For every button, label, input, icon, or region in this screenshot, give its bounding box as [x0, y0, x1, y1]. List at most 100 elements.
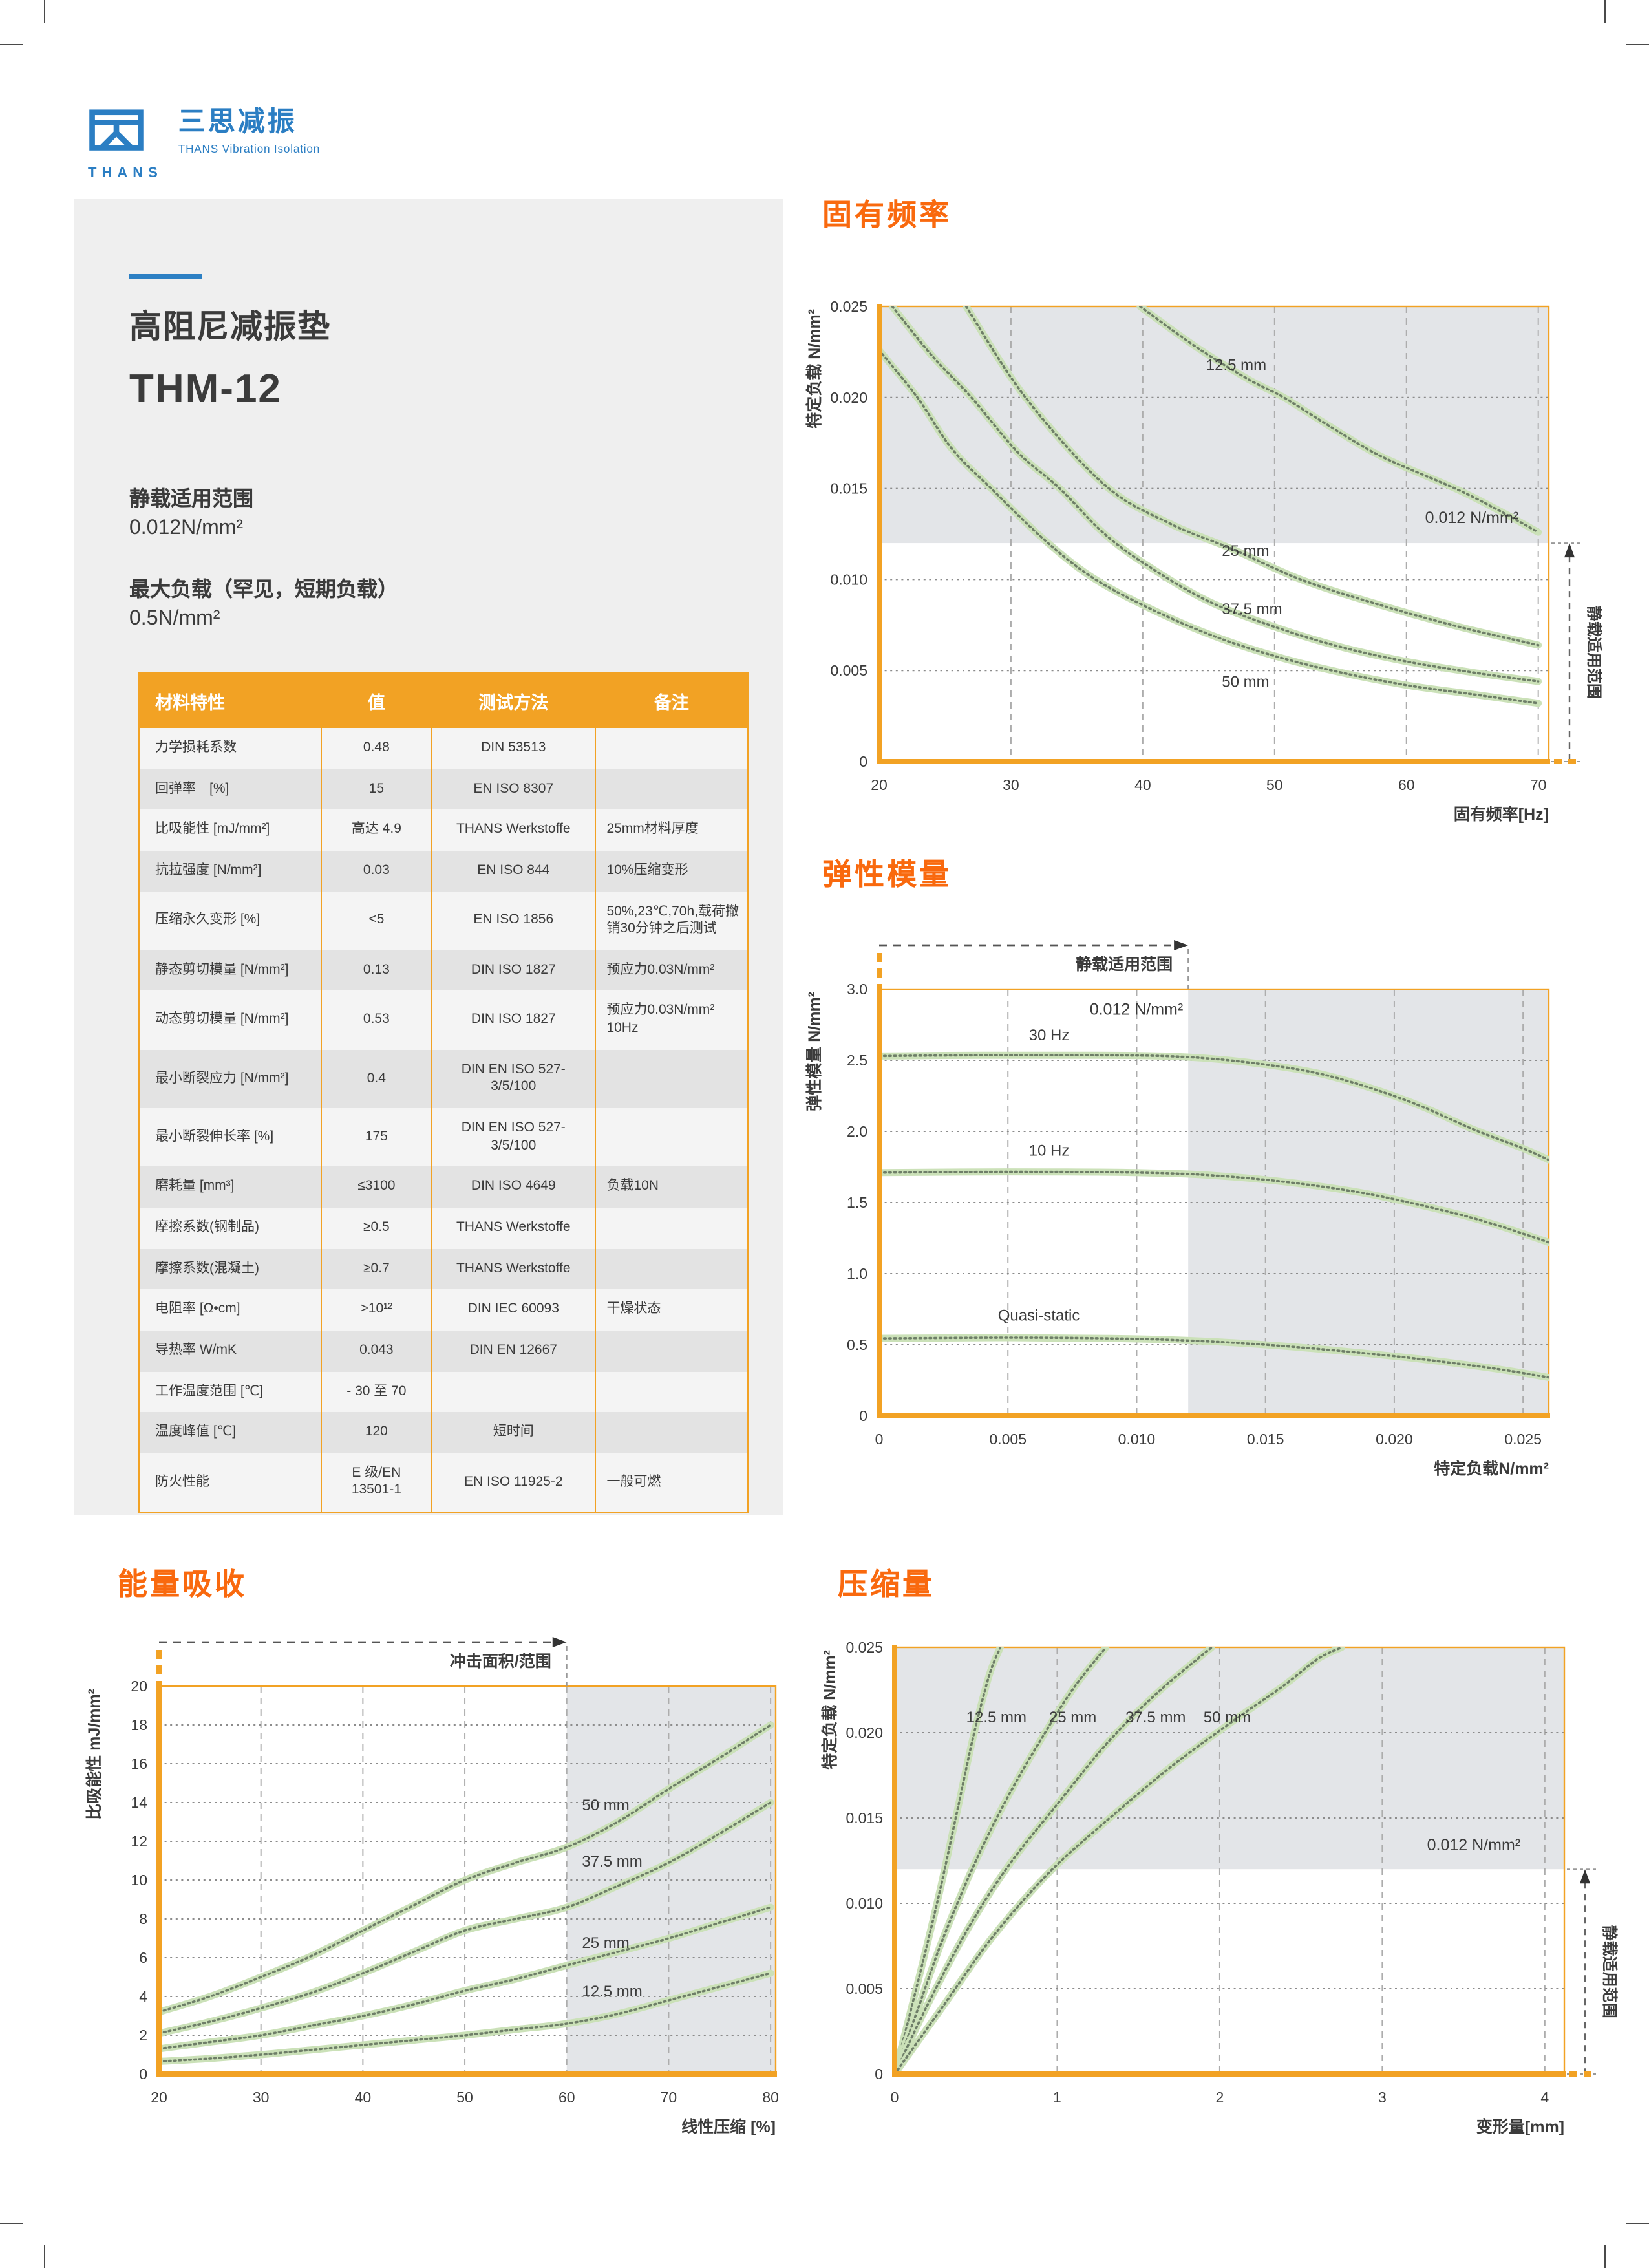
x-tick-label: 30	[1003, 776, 1019, 793]
cell-note	[595, 1049, 748, 1109]
cell-method: THANS Werkstoffe	[431, 809, 596, 851]
x-tick-label: 80	[762, 2089, 779, 2106]
cell-value: ≥0.7	[321, 1248, 432, 1290]
cell-value: 175	[321, 1108, 432, 1167]
cell-method	[431, 1371, 596, 1413]
x-tick-label: 3	[1378, 2089, 1387, 2106]
y-tick-label: 0.020	[830, 389, 867, 406]
series-label: 10 Hz	[1029, 1142, 1070, 1159]
table-row: 静态剪切模量 [N/mm²] 0.13 DIN ISO 1827 预应力0.03N/m…	[139, 950, 748, 991]
x-tick-label: 0.020	[1376, 1431, 1413, 1448]
threshold-annotation: 0.012 N/mm²	[1090, 1001, 1183, 1019]
static-load-label: 静载适用范围	[129, 489, 254, 511]
series-label: 50 mm	[1204, 1709, 1251, 1726]
x-tick-label: 20	[151, 2089, 167, 2106]
logo-brand-text: THANS	[88, 166, 163, 181]
chart-title: 压缩量	[838, 1567, 935, 1601]
cell-property: 最小断裂伸长率 [%]	[155, 1128, 274, 1144]
crop-mark	[1604, 0, 1606, 23]
table-row: 电阻率 [Ω•cm] >10¹² DIN IEC 60093 干燥状态	[139, 1289, 748, 1331]
table-row: 最小断裂应力 [N/mm²] 0.4 DIN EN ISO 527-3/5/100	[139, 1049, 748, 1109]
cell-note: 干燥状态	[595, 1289, 748, 1331]
cell-value: 120	[321, 1412, 432, 1453]
cell-note	[595, 1412, 748, 1453]
table-header-row: 材料特性 值 测试方法 备注	[139, 673, 748, 728]
cell-property: 温度峰值 [℃]	[155, 1424, 237, 1440]
cell-property: 静态剪切模量 [N/mm²]	[155, 961, 289, 978]
x-axis-title: 特定负载N/mm²	[1434, 1459, 1549, 1478]
y-tick-label: 0.015	[846, 1810, 883, 1826]
x-tick-label: 50	[1266, 776, 1283, 793]
cell-property: 比吸能性 [mJ/mm²]	[155, 821, 270, 837]
series-label: 50 mm	[1222, 674, 1269, 691]
cell-note: 10%压缩变形	[595, 850, 748, 892]
x-tick-label: 60	[1398, 776, 1415, 793]
chart-title: 固有频率	[822, 198, 952, 231]
table-row: 工作温度范围 [℃] - 30 至 70	[139, 1371, 748, 1413]
y-tick-label: 0.005	[846, 1980, 883, 1997]
cell-note: 预应力0.03N/mm²	[595, 950, 748, 991]
material-table-body: 力学损耗系数 0.48 DIN 53513 回弹率 [%] 15 EN ISO 8307 比…	[139, 728, 748, 1513]
cell-value: E 级/EN 13501-1	[321, 1453, 432, 1513]
crop-mark	[1626, 2223, 1649, 2224]
x-tick-label: 40	[355, 2089, 372, 2106]
table-row: 摩擦系数(混凝土) ≥0.7 THANS Werkstoffe	[139, 1248, 748, 1290]
y-tick-label: 0	[859, 1407, 867, 1424]
series-label: 37.5 mm	[582, 1853, 642, 1870]
cell-method: EN ISO 844	[431, 850, 596, 892]
table-row: 防火性能 E 级/EN 13501-1 EN ISO 11925-2 一般可燃	[139, 1453, 748, 1513]
cell-value: ≤3100	[321, 1166, 432, 1208]
y-axis-title: 比吸能性 mJ/mm²	[85, 1689, 103, 1820]
accent-line	[129, 274, 202, 279]
y-tick-label: 0.010	[830, 571, 867, 588]
y-tick-label: 0.025	[846, 1639, 883, 1656]
y-tick-label: 0	[859, 753, 867, 770]
series-label: 25 mm	[582, 1934, 629, 1952]
table-row: 磨耗量 [mm³] ≤3100 DIN ISO 4649 负载10N	[139, 1166, 748, 1208]
cell-note	[595, 1371, 748, 1413]
threshold-annotation: 0.012 N/mm²	[1425, 509, 1518, 527]
cell-method: 短时间	[431, 1412, 596, 1453]
cell-value: 15	[321, 769, 432, 810]
cell-method: THANS Werkstoffe	[431, 1248, 596, 1290]
cell-note: 25mm材料厚度	[595, 809, 748, 851]
max-load-label: 最大负载（罕见，短期负载）	[129, 579, 399, 601]
crop-mark	[44, 2245, 45, 2268]
cell-value: 0.4	[321, 1049, 432, 1109]
x-axis-title: 线性压缩 [%]	[681, 2117, 776, 2136]
thans-logo-icon	[88, 109, 145, 160]
cell-method: EN ISO 1856	[431, 892, 596, 950]
static-range-note: 静载适用范围	[1585, 606, 1602, 699]
y-tick-label: 20	[131, 1678, 147, 1695]
cell-property: 回弹率 [%]	[155, 780, 229, 797]
y-tick-label: 4	[139, 1988, 147, 2005]
y-tick-label: 0.015	[830, 480, 867, 497]
series-label: 50 mm	[582, 1797, 629, 1814]
x-tick-label: 0.010	[1118, 1431, 1156, 1448]
x-tick-label: 0.025	[1504, 1431, 1542, 1448]
series-label: 30 Hz	[1029, 1027, 1070, 1044]
x-axis-title: 变形量[mm]	[1476, 2117, 1564, 2136]
y-tick-label: 0.5	[847, 1336, 867, 1353]
crop-mark	[0, 44, 23, 45]
cell-value: >10¹²	[321, 1289, 432, 1331]
crop-mark	[1626, 44, 1649, 45]
x-tick-label: 1	[1053, 2089, 1061, 2106]
cell-property: 防火性能	[155, 1473, 209, 1490]
y-tick-label: 0.005	[830, 662, 867, 679]
table-row: 力学损耗系数 0.48 DIN 53513	[139, 728, 748, 769]
y-tick-label: 0.020	[846, 1724, 883, 1741]
y-tick-label: 2.0	[847, 1123, 867, 1140]
cell-method: DIN EN ISO 527-3/5/100	[431, 1108, 596, 1167]
cell-property: 力学损耗系数	[155, 740, 237, 755]
chart-elastic-modulus: 弹性模量 30 Hz 10 Hz Quasi-static 0.012 N/mm² 0 0…	[776, 850, 1648, 1527]
table-row: 温度峰值 [℃] 120 短时间	[139, 1412, 748, 1453]
cell-note	[595, 769, 748, 810]
logo-name-en: THANS Vibration Isolation	[178, 142, 321, 155]
material-properties-table: 材料特性 值 测试方法 备注 力学损耗系数 0.48 DIN 53513 回弹率 [%…	[138, 672, 749, 1514]
cell-property: 电阻率 [Ω•cm]	[155, 1301, 240, 1317]
x-tick-label: 0	[875, 1431, 884, 1448]
x-tick-label: 30	[253, 2089, 270, 2106]
table-row: 最小断裂伸长率 [%] 175 DIN EN ISO 527-3/5/100	[139, 1108, 748, 1167]
